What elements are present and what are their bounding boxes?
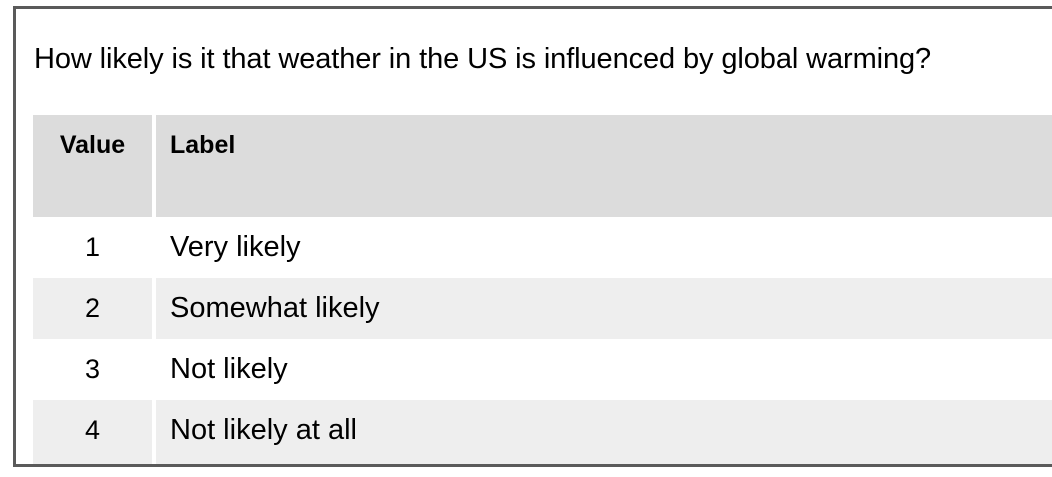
table-row: 3 Not likely <box>33 339 1052 400</box>
value-label-table: Value Label 1 Very likely 2 Somewhat lik… <box>33 115 1052 464</box>
table-row: 2 Somewhat likely <box>33 278 1052 339</box>
row-label: Somewhat likely <box>170 292 380 324</box>
row-value: 4 <box>33 400 156 461</box>
row-value: 3 <box>33 339 156 400</box>
table-header-row: Value Label <box>33 115 1052 217</box>
table-row: 1 Very likely <box>33 217 1052 278</box>
row-label: Very likely <box>170 231 301 263</box>
row-value: 1 <box>33 217 156 278</box>
row-label: Not likely at all <box>170 414 357 446</box>
codebook-panel: How likely is it that weather in the US … <box>13 6 1052 467</box>
row-label-partial <box>156 461 1052 464</box>
row-label: Not likely <box>170 353 288 385</box>
question-text: How likely is it that weather in the US … <box>34 43 932 75</box>
header-label: Label <box>170 131 236 159</box>
row-value: 2 <box>33 278 156 339</box>
table-row-partial <box>33 461 1052 464</box>
table-row: 4 Not likely at all <box>33 400 1052 461</box>
row-value-partial <box>33 461 156 464</box>
header-value: Value <box>33 115 156 217</box>
